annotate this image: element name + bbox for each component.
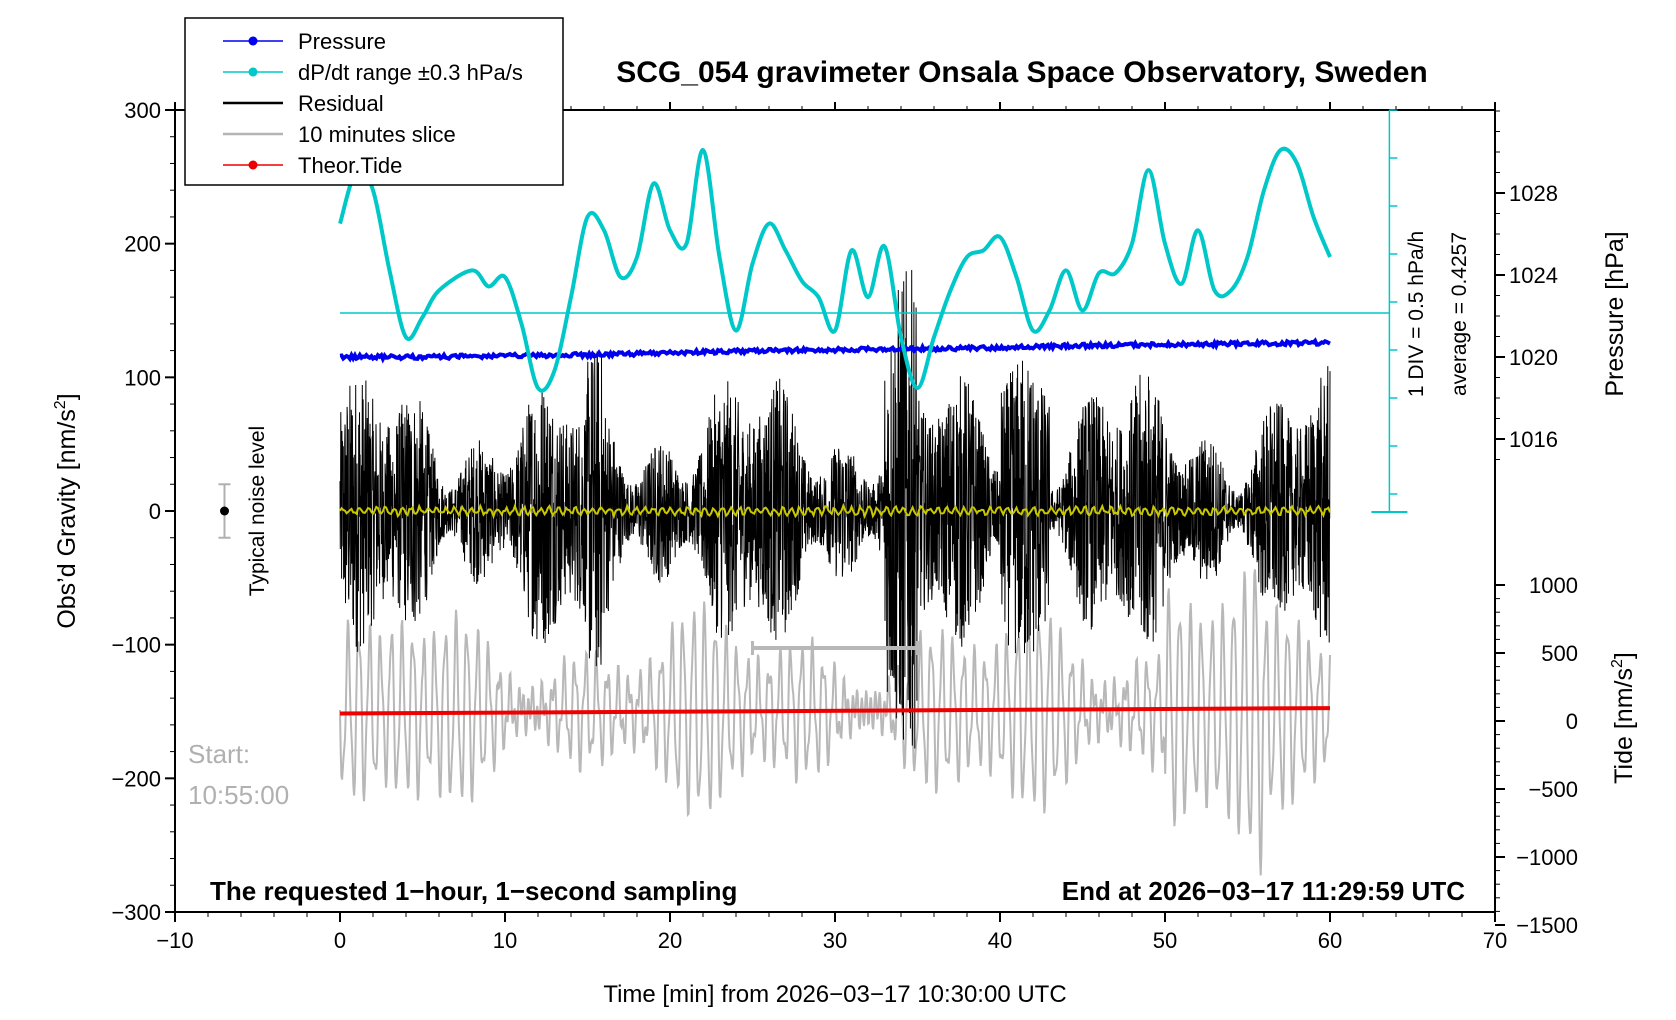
left-tick-label: 100	[124, 365, 161, 390]
left-tick-label: −300	[111, 900, 161, 925]
legend-swatch-marker	[248, 36, 258, 46]
tide-axis-label-end: ]	[1610, 652, 1638, 659]
x-tick-label: −10	[156, 928, 193, 953]
tide-axis-label-main: Tide [nm/s	[1610, 668, 1638, 784]
ten-minute-slice-trace	[339, 569, 1331, 876]
tide-axis-label-sup: 2	[1609, 659, 1626, 668]
left-axis-label-sup: 2	[52, 400, 69, 409]
left-axis-label-end: ]	[53, 393, 81, 400]
tide-tick-label: −1000	[1516, 845, 1578, 870]
noise-level-dot	[220, 506, 229, 516]
tide-tick-label: −500	[1528, 777, 1578, 802]
start-time-label: 10:55:00	[188, 780, 289, 810]
dpdt-average-label: average = 0.4257	[1448, 232, 1471, 396]
axes: −10 0 10 20 30 40 50 60 703002001000−100−200−300…	[111, 98, 1578, 953]
x-tick-label: 10	[493, 928, 517, 953]
x-tick-label: 40	[988, 928, 1012, 953]
legend-label: Pressure	[298, 29, 386, 54]
left-tick-label: 200	[124, 232, 161, 257]
legend-box	[184, 17, 564, 186]
end-time-note: End at 2026−03−17 11:29:59 UTC	[1062, 876, 1465, 906]
legend-swatch-marker	[248, 67, 258, 77]
pressure-trace	[339, 337, 1331, 364]
x-tick-label: 20	[658, 928, 682, 953]
left-tick-label: −200	[111, 766, 161, 791]
smoothed-residual-trace	[339, 502, 1331, 520]
left-axis-label-main: Obs’d Gravity [nm/s	[53, 409, 81, 629]
pressure-tick-label: 1020	[1509, 345, 1558, 370]
sampling-note: The requested 1−hour, 1−second sampling	[210, 876, 737, 906]
legend-label: Residual	[298, 91, 384, 116]
legend-label: Theor.Tide	[298, 153, 402, 178]
x-tick-label: 0	[334, 928, 346, 953]
left-axis-label: Obs’d Gravity [nm/s2]	[52, 393, 81, 628]
legend-swatch-marker	[248, 160, 258, 170]
plot-area	[218, 146, 1390, 876]
x-tick-label: 60	[1318, 928, 1342, 953]
legend: Pressure dP/dt range ±0.3 hPa/s Residual 10…	[184, 17, 564, 186]
x-tick-label: 50	[1153, 928, 1177, 953]
x-tick-label: 70	[1483, 928, 1507, 953]
x-tick-label: 30	[823, 928, 847, 953]
pressure-axis-label: Pressure [hPa]	[1601, 231, 1629, 396]
start-label: Start:	[188, 739, 250, 769]
theoretical-tide-line	[339, 706, 1331, 716]
left-tick-label: 0	[149, 499, 161, 524]
pressure-tick-label: 1028	[1509, 181, 1558, 206]
x-axis-label: Time [min] from 2026−03−17 10:30:00 UTC	[603, 981, 1066, 1008]
pressure-tick-label: 1016	[1509, 427, 1558, 452]
chart-title: SCG_054 gravimeter Onsala Space Observat…	[616, 56, 1428, 89]
pressure-tick-label: 1024	[1509, 263, 1558, 288]
residual-trace	[339, 269, 1331, 749]
tide-axis-label: Tide [nm/s2]	[1609, 652, 1638, 784]
tide-tick-label: −1500	[1516, 913, 1578, 938]
left-tick-label: −100	[111, 633, 161, 658]
legend-label: dP/dt range ±0.3 hPa/s	[298, 60, 523, 85]
dpdt-trace	[338, 146, 1332, 393]
tide-tick-label: 1000	[1529, 573, 1578, 598]
tide-tick-label: 0	[1566, 709, 1578, 734]
noise-level-label: Typical noise level	[246, 426, 269, 596]
tide-tick-label: 500	[1541, 641, 1578, 666]
dpdt-div-label: 1 DIV = 0.5 hPa/h	[1405, 231, 1428, 397]
legend-label: 10 minutes slice	[298, 122, 456, 147]
left-tick-label: 300	[124, 98, 161, 123]
